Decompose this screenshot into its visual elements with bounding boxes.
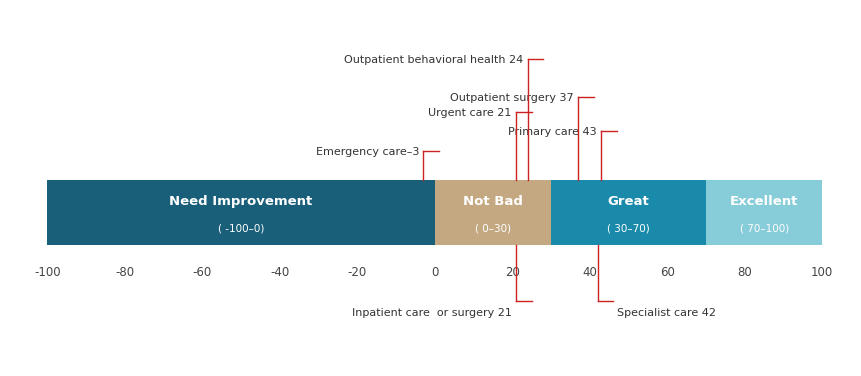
Text: Need Improvement: Need Improvement bbox=[170, 196, 313, 208]
Text: -20: -20 bbox=[348, 266, 367, 279]
Text: ( 0–30): ( 0–30) bbox=[475, 223, 511, 233]
Text: 20: 20 bbox=[505, 266, 520, 279]
Text: Primary care 43: Primary care 43 bbox=[509, 127, 598, 137]
Text: Great: Great bbox=[608, 196, 649, 208]
Text: -40: -40 bbox=[270, 266, 289, 279]
Text: 40: 40 bbox=[582, 266, 598, 279]
Bar bbox=[551, 180, 706, 245]
Text: 0: 0 bbox=[431, 266, 438, 279]
Text: 100: 100 bbox=[811, 266, 833, 279]
Text: -80: -80 bbox=[115, 266, 134, 279]
Text: Outpatient behavioral health 24: Outpatient behavioral health 24 bbox=[344, 55, 523, 65]
Text: 60: 60 bbox=[660, 266, 675, 279]
Text: 80: 80 bbox=[737, 266, 753, 279]
Text: Emergency care–3: Emergency care–3 bbox=[315, 147, 418, 157]
Text: -100: -100 bbox=[34, 266, 60, 279]
Text: Urgent care 21: Urgent care 21 bbox=[429, 108, 511, 118]
Bar bbox=[435, 180, 551, 245]
Text: Excellent: Excellent bbox=[730, 196, 798, 208]
Text: Not Bad: Not Bad bbox=[463, 196, 523, 208]
Text: Outpatient surgery 37: Outpatient surgery 37 bbox=[450, 93, 573, 103]
Text: -60: -60 bbox=[193, 266, 212, 279]
Text: Inpatient care  or surgery 21: Inpatient care or surgery 21 bbox=[352, 308, 511, 318]
Bar bbox=[47, 180, 435, 245]
Text: ( -100–0): ( -100–0) bbox=[218, 223, 264, 233]
Text: ( 30–70): ( 30–70) bbox=[607, 223, 650, 233]
Text: Specialist care 42: Specialist care 42 bbox=[617, 308, 716, 318]
Bar bbox=[706, 180, 822, 245]
Text: ( 70–100): ( 70–100) bbox=[740, 223, 789, 233]
